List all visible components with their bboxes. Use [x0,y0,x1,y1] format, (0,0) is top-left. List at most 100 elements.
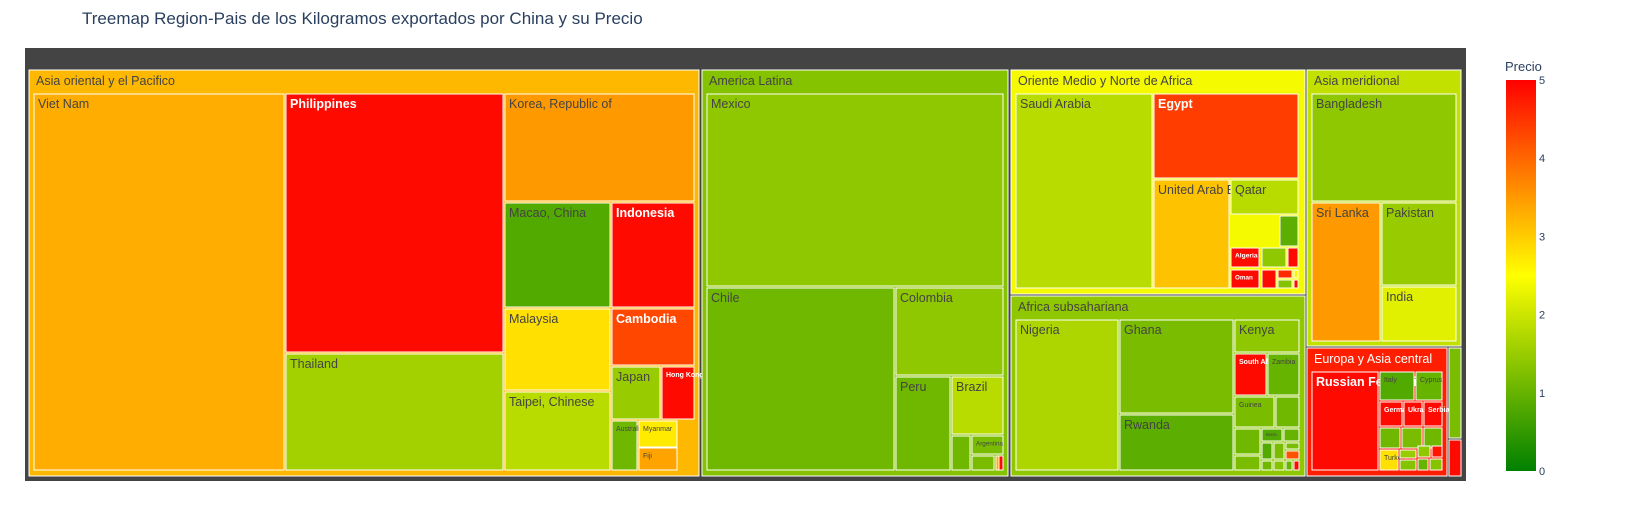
colorbar-tick-label: 1 [1539,388,1545,400]
minor-country-tile [1277,279,1293,289]
country-tile-serbia [1423,401,1443,427]
country-tile-malaysia [504,308,611,391]
minor-country-tile [1417,445,1431,458]
chart-title: Treemap Region-Pais de los Kilogramos ex… [82,9,643,28]
country-tile-chile [706,287,895,471]
country-tile-qatar [1230,179,1299,215]
country-label-india: India [1386,290,1413,304]
minor-country-tile [1448,347,1462,439]
country-tile-peru [895,376,951,471]
country-tile-oman [1230,269,1260,289]
country-tile-philippines [285,93,504,353]
country-tile-korea-republic-of [504,93,695,202]
country-tile-pakistan [1381,202,1457,286]
minor-country-tile [1273,460,1285,471]
country-label-italy: Italy [1384,377,1397,384]
minor-country-tile [1261,247,1287,268]
country-label-myanmar: Myanmar [643,426,673,433]
country-label-fiji: Fiji [643,453,652,460]
country-tile-japan [611,366,661,420]
minor-country-tile [951,435,971,471]
country-tile-fiji [638,447,678,471]
minor-country-tile [1277,269,1293,279]
country-label-nigeria: Nigeria [1020,323,1060,337]
country-label-thailand: Thailand [290,357,338,371]
country-label-malaysia: Malaysia [509,312,558,326]
country-tile-argentina [971,435,1004,455]
minor-country-tile [1283,428,1300,442]
country-label-hong-kong-china: Hong Kong, China [666,372,727,379]
country-label-korea-republic-of: Korea, Republic of [509,97,612,111]
country-label-kenya: Kenya [1239,323,1274,337]
minor-country-tile [1285,450,1300,460]
colorbar-tick-label: 2 [1539,310,1545,322]
country-label-ukraine: Ukraine [1408,407,1434,414]
country-tile-kenya [1234,319,1300,353]
minor-country-tile [1401,427,1423,449]
minor-country-tile [1273,442,1285,460]
minor-country-tile [1234,428,1261,455]
country-tile-ghana [1119,319,1234,414]
country-label-egypt: Egypt [1158,97,1194,111]
minor-country-tile [1234,455,1261,471]
country-tile-viet-nam [33,93,285,471]
country-label-viet-nam: Viet Nam [38,97,89,111]
country-label-saudi-arabia: Saudi Arabia [1020,97,1091,111]
country-tile-nigeria [1015,319,1119,471]
minor-country-tile [1448,439,1462,477]
country-label-macao-china: Macao, China [509,206,586,220]
country-tile-united-arab-emirates [1153,179,1230,289]
region-label-asia-oriental-y-el-pacifico: Asia oriental y el Pacifico [36,74,175,88]
minor-country-tile [1379,427,1401,449]
country-tile-cyprus [1415,371,1443,401]
country-tile-germany [1379,401,1403,427]
country-label-ghana: Ghana [1124,323,1162,337]
colorbar-tick-label: 4 [1539,153,1545,165]
minor-country-tile [1287,247,1299,268]
country-tile-brazil [951,376,1004,435]
country-label-qatar: Qatar [1235,183,1266,197]
country-label-zambia: Zambia [1272,359,1295,366]
country-tile-russian-federation [1311,371,1379,471]
country-tile-mexico [706,93,1004,287]
country-tile-south-africa [1234,353,1267,396]
country-tile-zambia [1267,353,1300,396]
region-label-africa-subsahariana: Africa subsahariana [1018,300,1129,314]
country-tile-colombia [895,287,1004,376]
minor-country-tile [1429,458,1443,471]
minor-country-tile [1285,460,1293,471]
country-tile-rwanda [1119,414,1234,471]
region-label-oriente-medio-y-norte-de-africa: Oriente Medio y Norte de Africa [1018,74,1192,88]
colorbar-tick-label: 3 [1539,231,1545,243]
country-label-cambodia: Cambodia [616,312,677,326]
country-label-brazil: Brazil [956,380,987,394]
country-tile-turkey [1379,449,1399,471]
minor-country-tile [1423,427,1443,449]
country-tile-macao-china [504,202,611,308]
minor-country-tile [1431,445,1443,458]
country-label-mexico: Mexico [711,97,751,111]
country-label-peru: Peru [900,380,926,394]
country-tile-guinea [1234,396,1275,428]
country-tile-thailand [285,353,504,471]
country-label-taipei-chinese: Taipei, Chinese [509,395,595,409]
minor-country-tile [1261,442,1273,460]
country-tile-cambodia [611,308,695,366]
country-tile-ukraine [1403,401,1423,427]
country-label-pakistan: Pakistan [1386,206,1434,220]
country-tile-indonesia [611,202,695,308]
minor-country-tile [1399,459,1417,471]
minor-country-tile [1399,449,1417,459]
country-label-australia: Australia [616,426,643,433]
colorbar-tick-label: 0 [1539,466,1545,478]
minor-country-tile [1293,460,1300,471]
minor-country-tile [1279,215,1299,247]
minor-country-tile [1261,269,1277,289]
country-tile-hong-kong-china [661,366,695,420]
minor-country-tile [971,455,995,471]
country-label-algeria: Algeria [1235,253,1258,260]
country-label-japan: Japan [616,370,650,384]
colorbar [1506,80,1536,471]
country-label-argentina: Argentina [976,440,1003,447]
